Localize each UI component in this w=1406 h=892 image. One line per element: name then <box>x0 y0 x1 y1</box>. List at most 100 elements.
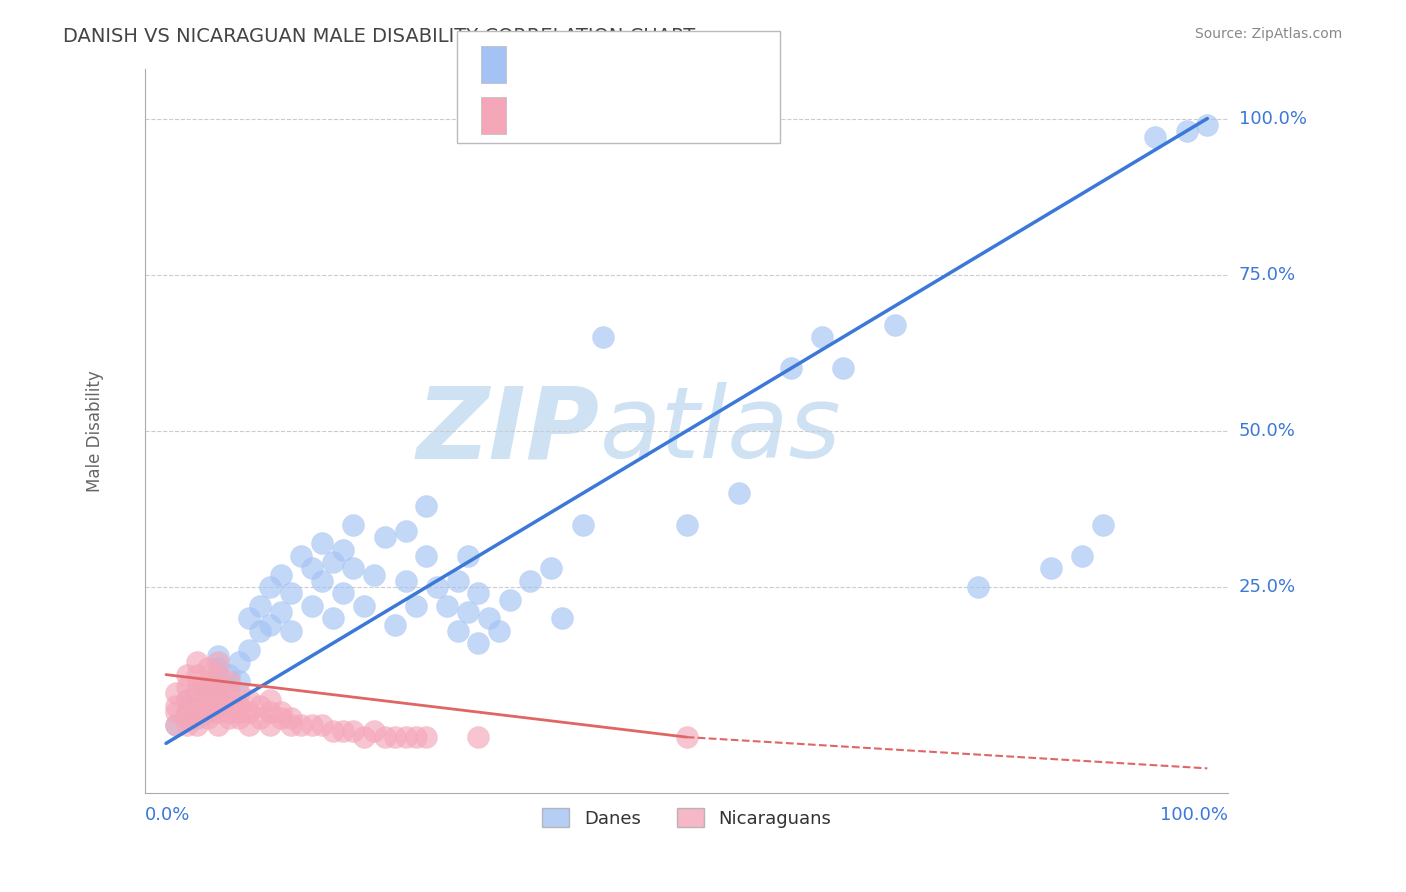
Point <box>249 624 271 638</box>
Point <box>176 667 198 681</box>
Point <box>280 711 302 725</box>
Point <box>218 711 240 725</box>
Point <box>165 686 187 700</box>
Point <box>498 592 520 607</box>
Point <box>779 361 801 376</box>
Point <box>374 530 396 544</box>
Text: N = 77: N = 77 <box>609 55 671 73</box>
Point <box>322 555 344 569</box>
Point <box>394 574 416 588</box>
Point <box>228 673 250 688</box>
Point <box>176 705 198 719</box>
Point <box>238 642 260 657</box>
Point <box>1197 118 1219 132</box>
Point <box>301 599 323 613</box>
Point <box>884 318 907 332</box>
Point <box>301 561 323 575</box>
Point <box>322 611 344 625</box>
Point <box>831 361 853 376</box>
Point <box>249 711 271 725</box>
Point <box>405 599 427 613</box>
Point <box>176 692 198 706</box>
Point <box>342 723 364 738</box>
Point <box>207 661 229 675</box>
Point <box>353 599 375 613</box>
Point <box>249 599 271 613</box>
Point <box>270 705 292 719</box>
Text: 0.0%: 0.0% <box>145 805 191 824</box>
Point <box>405 730 427 744</box>
Point <box>478 611 501 625</box>
Point <box>197 705 219 719</box>
Point <box>207 648 229 663</box>
Legend: Danes, Nicaraguans: Danes, Nicaraguans <box>536 801 838 835</box>
Point <box>446 624 468 638</box>
Point <box>207 686 229 700</box>
Point <box>207 717 229 731</box>
Point <box>1175 124 1198 138</box>
Point <box>176 705 198 719</box>
Point <box>675 730 697 744</box>
Point <box>1144 130 1167 145</box>
Text: 0.716: 0.716 <box>554 55 606 73</box>
Point <box>197 705 219 719</box>
Point <box>176 692 198 706</box>
Point <box>186 655 208 669</box>
Point <box>467 586 489 600</box>
Point <box>322 723 344 738</box>
Point <box>228 686 250 700</box>
Point <box>197 692 219 706</box>
Point <box>457 605 479 619</box>
Point <box>207 692 229 706</box>
Point <box>290 717 312 731</box>
Point <box>197 711 219 725</box>
Point <box>207 686 229 700</box>
Point <box>394 524 416 538</box>
Point <box>426 580 449 594</box>
Point <box>259 717 281 731</box>
Point <box>186 686 208 700</box>
Point <box>218 686 240 700</box>
Point <box>197 686 219 700</box>
Point <box>218 673 240 688</box>
Point <box>207 698 229 713</box>
Point <box>446 574 468 588</box>
Point <box>176 717 198 731</box>
Point <box>197 661 219 675</box>
Point <box>811 330 834 344</box>
Text: 100.0%: 100.0% <box>1239 110 1306 128</box>
Text: ZIP: ZIP <box>418 383 600 479</box>
Point <box>384 617 406 632</box>
Point <box>675 517 697 532</box>
Point <box>540 561 562 575</box>
Point <box>384 730 406 744</box>
Point <box>176 680 198 694</box>
Text: DANISH VS NICARAGUAN MALE DISABILITY CORRELATION CHART: DANISH VS NICARAGUAN MALE DISABILITY COR… <box>63 27 696 45</box>
Point <box>197 698 219 713</box>
Text: 75.0%: 75.0% <box>1239 266 1296 284</box>
Point <box>197 673 219 688</box>
Point <box>332 723 354 738</box>
Point <box>186 717 208 731</box>
Point <box>197 680 219 694</box>
Point <box>259 692 281 706</box>
Text: 25.0%: 25.0% <box>1239 578 1296 596</box>
Point <box>551 611 574 625</box>
Point <box>363 567 385 582</box>
Point <box>259 705 281 719</box>
Point <box>249 698 271 713</box>
Point <box>165 717 187 731</box>
Point <box>186 711 208 725</box>
Point <box>571 517 593 532</box>
Point <box>207 655 229 669</box>
Point <box>301 717 323 731</box>
Text: Source: ZipAtlas.com: Source: ZipAtlas.com <box>1195 27 1343 41</box>
Point <box>218 667 240 681</box>
Point <box>342 561 364 575</box>
Point <box>967 580 990 594</box>
Point <box>290 549 312 563</box>
Point <box>415 730 437 744</box>
Point <box>332 542 354 557</box>
Text: R =: R = <box>517 55 548 73</box>
Point <box>457 549 479 563</box>
